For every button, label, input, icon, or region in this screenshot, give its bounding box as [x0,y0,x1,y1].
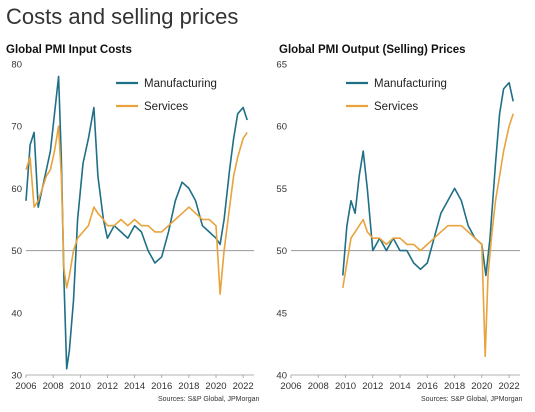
right-manufacturing-line [342,81,514,277]
left-x-tick-label: 2012 [97,381,118,392]
left-x-tick-label: 2018 [178,381,199,392]
right-services-line [342,113,514,358]
right-x-tick-label: 2014 [389,381,410,392]
right-x-tick-label: 2006 [280,381,301,392]
right-y-tick-label: 40 [276,371,287,382]
page-title: Costs and selling prices [6,4,239,29]
left-y-tick-label: 80 [11,60,22,71]
right-x-tick-label: 2020 [471,381,492,392]
right-x-tick-label: 2016 [417,381,438,392]
left-x-tick-label: 2014 [124,381,145,392]
left-y-tick-label: 50 [11,246,22,257]
left-source-note: Sources: S&P Global, JPMorgan [158,396,260,403]
left-y-tick-label: 40 [11,308,22,319]
right-y-tick-label: 55 [276,184,287,195]
right-y-tick-label: 65 [276,60,287,71]
left-legend-label-manufacturing: Manufacturing [144,78,217,90]
right-x-tick-label: 2018 [444,381,465,392]
left-x-tick-label: 2006 [15,381,36,392]
right-y-tick-label: 60 [276,122,287,133]
right-x-tick-label: 2010 [335,381,356,392]
right-x-tick-label: 2008 [308,381,329,392]
left-legend-label-services: Services [144,101,188,113]
left-chart-title: Global PMI Input Costs [6,44,132,56]
right-legend-label-manufacturing: Manufacturing [374,78,447,90]
left-manufacturing-line [25,75,248,370]
left-x-tick-label: 2008 [43,381,64,392]
right-x-tick-label: 2022 [499,381,520,392]
left-services-line [25,125,248,295]
right-chart-title: Global PMI Output (Selling) Prices [279,44,466,56]
left-x-tick-label: 2020 [205,381,226,392]
left-y-tick-label: 70 [11,122,22,133]
left-y-tick-label: 30 [11,371,22,382]
right-source-note: Sources: S&P Global, JPMorgan [421,396,523,403]
left-y-tick-label: 60 [11,184,22,195]
right-x-tick-label: 2012 [362,381,383,392]
right-y-tick-label: 45 [276,308,287,319]
right-y-tick-label: 50 [276,246,287,257]
right-legend-label-services: Services [374,101,418,113]
left-x-tick-label: 2010 [70,381,91,392]
left-x-tick-label: 2016 [151,381,172,392]
left-x-tick-label: 2022 [233,381,254,392]
